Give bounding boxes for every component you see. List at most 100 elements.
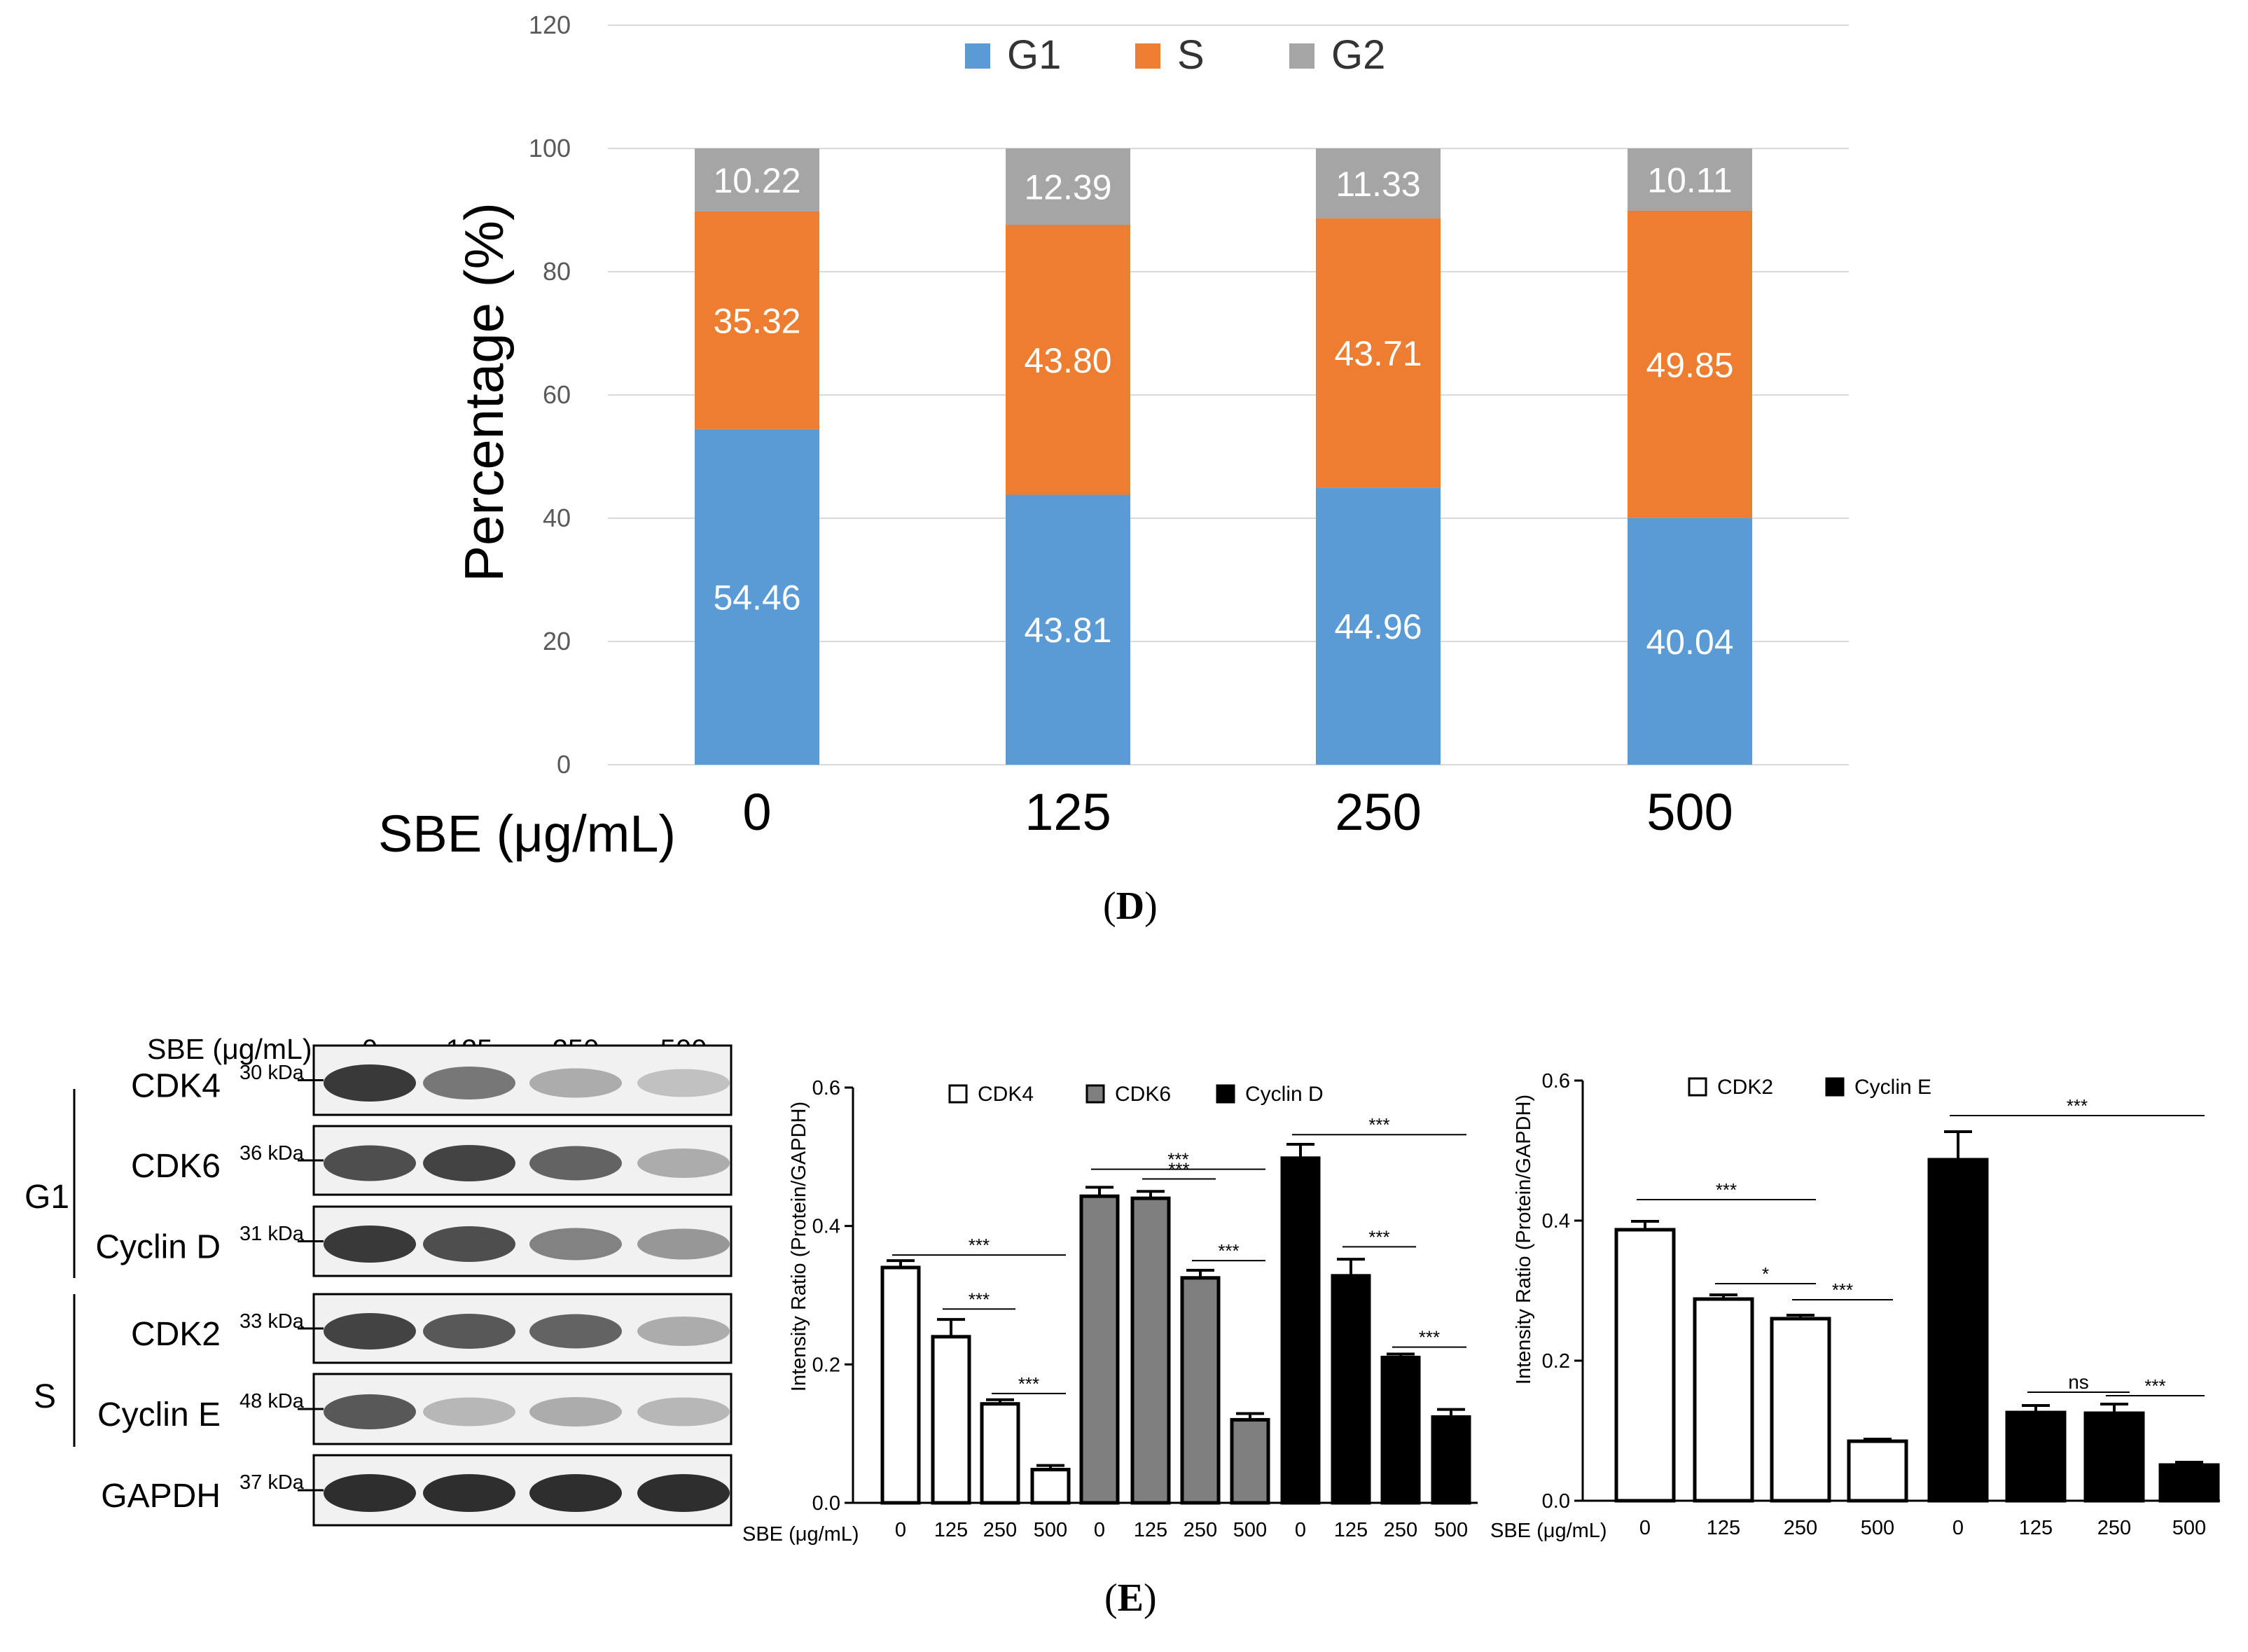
wb-size-label: 37 kDa: [240, 1471, 305, 1494]
x-tick-label: 500: [1034, 1519, 1067, 1541]
wb-band: [423, 1474, 515, 1512]
x-tick-label: 125: [1707, 1517, 1740, 1539]
data-label: 49.85: [1646, 345, 1733, 384]
bar-cyclin-d: [1431, 1415, 1471, 1505]
x-tick-label: 500: [2172, 1517, 2206, 1539]
x-axis-label: SBE (μg/mL): [742, 1523, 859, 1546]
x-tick-label: 500: [1233, 1519, 1267, 1541]
wb-group-g1-label: G1: [25, 1179, 69, 1216]
x-tick-label: 125: [1334, 1519, 1368, 1541]
x-axis-label: SBE (μg/mL): [1490, 1520, 1607, 1542]
wb-band: [529, 1228, 622, 1261]
bar-cyclin-e: [2158, 1463, 2220, 1503]
y-tick-label: 0.0: [1542, 1490, 1570, 1513]
y-tick-label: 80: [543, 257, 571, 286]
bar-cdk6: [1079, 1194, 1120, 1505]
y-axis-label: Percentage (%): [453, 202, 515, 582]
panel-label-e-text: E: [1117, 1576, 1144, 1620]
wb-protein-label: Cyclin E: [97, 1396, 221, 1434]
significance-label: ***: [1716, 1179, 1737, 1200]
legend-label: S: [1177, 32, 1205, 78]
data-label: 10.11: [1647, 160, 1732, 200]
bar-cdk2: [1847, 1439, 1908, 1503]
bar-cyclin-e: [1927, 1158, 1989, 1503]
wb-protein-label: Cyclin D: [95, 1229, 221, 1266]
bar-cyclin-d: [1280, 1156, 1321, 1505]
bar-segment-g2: [1316, 148, 1441, 218]
wb-band: [324, 1064, 416, 1102]
x-tick-label: 500: [1861, 1517, 1894, 1539]
bar-cdk6: [1180, 1276, 1221, 1505]
bar-cdk2: [1614, 1228, 1676, 1503]
wb-band: [423, 1397, 515, 1427]
bar-cdk6: [1130, 1196, 1171, 1505]
bar-segment-g1: [1316, 487, 1441, 765]
wb-band: [324, 1313, 416, 1349]
legend-label: G2: [1331, 32, 1385, 78]
legend-swatch: [948, 1084, 968, 1104]
y-tick-label: 0.0: [812, 1492, 840, 1515]
bar-segment-g1: [1006, 494, 1130, 765]
y-tick-label: 0.2: [1542, 1350, 1570, 1373]
y-tick-label: 0.4: [1542, 1210, 1570, 1233]
x-tick-label: 250: [1184, 1519, 1217, 1541]
data-label: 11.33: [1335, 165, 1420, 204]
legend-swatch: [1085, 1084, 1105, 1104]
bar-cyclin-e: [2083, 1411, 2145, 1503]
wb-band: [324, 1145, 416, 1181]
significance-label: ***: [2067, 1095, 2088, 1116]
bar-cyclin-e: [2005, 1410, 2067, 1503]
x-tick-label: 250: [1384, 1519, 1417, 1541]
y-tick-label: 20: [543, 627, 571, 655]
cdk2-cycline-bar-chart: Intensity Ratio (Protein/GAPDH) SBE (μg/…: [1490, 1070, 2220, 1542]
x-tick-label: 125: [934, 1519, 968, 1541]
wb-protein-label: CDK6: [131, 1148, 221, 1185]
bar-segment-g1: [1628, 518, 1752, 765]
wb-band: [324, 1474, 416, 1512]
x-axis-label: SBE (μg/mL): [378, 805, 676, 863]
wb-band: [637, 1397, 730, 1427]
significance-label: ***: [1368, 1226, 1389, 1247]
bar-segment-s: [695, 211, 819, 429]
legend-label: Cyclin D: [1245, 1083, 1324, 1106]
data-label: 43.81: [1024, 611, 1111, 650]
bar-segment-g1: [695, 429, 819, 765]
bar-cdk4: [980, 1402, 1020, 1505]
y-tick-label: 0.6: [1542, 1070, 1570, 1092]
x-tick-label: 125: [1134, 1519, 1167, 1541]
x-tick-label: 500: [1434, 1519, 1468, 1541]
bar-cdk4: [1030, 1468, 1071, 1505]
x-tick-label: 0: [895, 1519, 906, 1541]
wb-band: [637, 1317, 730, 1346]
y-tick-label: 0.4: [812, 1216, 840, 1238]
panel-label-e: (E): [1104, 1576, 1157, 1620]
wb-band: [324, 1394, 416, 1429]
y-tick-label: 0: [557, 750, 571, 779]
x-tick-label: 0: [1295, 1519, 1306, 1541]
significance-label: ns: [2068, 1371, 2089, 1393]
western-blot: SBE (μg/mL) G1 S 0125250500CDK430 kDaCDK…: [25, 1033, 733, 1527]
legend-label: G1: [1007, 32, 1061, 78]
significance-label: ***: [969, 1289, 990, 1310]
x-tick-label: 250: [983, 1519, 1017, 1541]
wb-band: [529, 1068, 622, 1098]
x-tick-label: 125: [1025, 783, 1111, 841]
wb-band: [529, 1474, 622, 1512]
legend-swatch-s: [1135, 43, 1160, 69]
cdk4-cdk6-cyclind-bar-chart: Intensity Ratio (Protein/GAPDH) SBE (μg/…: [742, 1077, 1478, 1546]
significance-label: ***: [1368, 1114, 1389, 1135]
data-label: 44.96: [1334, 607, 1422, 646]
x-tick-label: 125: [2019, 1517, 2053, 1539]
bar-segment-s: [1628, 210, 1752, 518]
y-axis-label: Intensity Ratio (Protein/GAPDH): [788, 1102, 810, 1391]
data-label: 43.71: [1334, 334, 1422, 373]
wb-band: [423, 1314, 515, 1349]
wb-protein-label: GAPDH: [101, 1478, 221, 1515]
bar-cdk6: [1230, 1417, 1270, 1505]
x-tick-label: 0: [1094, 1519, 1105, 1541]
bar-segment-g2: [1006, 148, 1130, 225]
data-label: 35.32: [713, 301, 800, 340]
bar-segment-g2: [1628, 148, 1752, 211]
bar-cyclin-d: [1380, 1355, 1421, 1505]
